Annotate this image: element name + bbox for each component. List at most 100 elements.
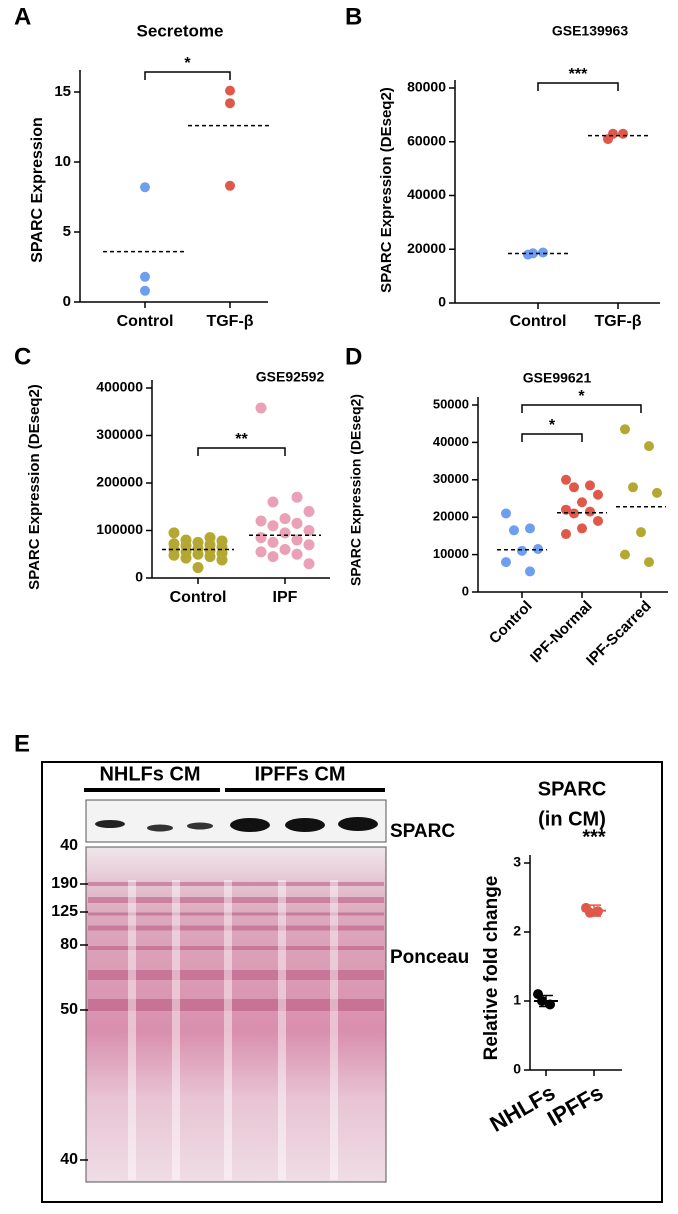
significance-bracket: [197, 447, 286, 456]
data-point: [628, 482, 638, 493]
lane-group-label: IPFFs CM: [254, 763, 345, 785]
data-point: [267, 551, 279, 563]
y-tick-label: 300000: [96, 426, 143, 442]
y-axis-label: SPARC Expression (DEseq2): [348, 394, 364, 586]
data-point: [561, 474, 571, 485]
y-tick-label: 15: [54, 83, 71, 100]
y-tick-label: 200000: [96, 474, 143, 490]
significance-bracket: [521, 433, 583, 442]
data-point: [585, 506, 595, 517]
y-tick-label: 40000: [433, 434, 469, 449]
x-tick-label: IPF: [273, 589, 298, 606]
data-point: [501, 557, 511, 568]
mw-marker: 40: [60, 1151, 78, 1168]
band: [285, 818, 325, 832]
data-point: [279, 544, 291, 555]
y-tick-label: 0: [63, 293, 71, 310]
panel-letter: C: [14, 343, 31, 370]
stain-label: Ponceau: [390, 947, 469, 968]
data-point: [140, 182, 150, 193]
mw-marker: 190: [51, 875, 78, 892]
data-point: [216, 554, 228, 566]
data-point: [561, 504, 571, 515]
data-point: [618, 128, 628, 139]
y-tick-label: 0: [513, 1061, 521, 1077]
data-point: [291, 491, 303, 503]
data-point: [255, 532, 267, 544]
data-point: [180, 552, 192, 564]
y-tick-label: 10: [54, 153, 71, 170]
y-tick-label: 30000: [433, 471, 469, 486]
significance-label: *: [578, 388, 585, 405]
data-point: [644, 557, 654, 568]
data-point: [509, 525, 519, 536]
data-point: [620, 424, 630, 435]
data-point: [303, 558, 315, 570]
data-point: [267, 536, 279, 548]
data-point: [204, 551, 216, 563]
y-tick-label: 100000: [96, 521, 143, 537]
data-point: [225, 180, 235, 191]
band-label: SPARC: [390, 821, 455, 842]
panel-letter: B: [345, 3, 362, 30]
y-tick-label: 60000: [407, 132, 446, 148]
mw-marker: 80: [60, 936, 78, 953]
x-tick-label: Control: [117, 313, 174, 330]
y-tick-label: 5: [63, 223, 71, 240]
y-tick-label: 1: [513, 992, 521, 1008]
y-tick-label: 0: [462, 583, 469, 598]
chart-title: (in CM): [538, 808, 606, 830]
data-point: [267, 496, 279, 508]
ponceau-bands: [88, 882, 384, 1011]
panel-letter: D: [345, 343, 362, 370]
data-point: [168, 527, 180, 539]
data-point: [291, 517, 303, 529]
data-point: [225, 98, 235, 109]
x-tick-label: IPFFs: [543, 1080, 607, 1132]
y-axis-label: SPARC Expression: [29, 117, 46, 263]
y-tick-label: 10000: [433, 546, 469, 561]
y-tick-label: 2: [513, 923, 521, 939]
chart-title: SPARC: [538, 778, 607, 800]
significance-label: ***: [569, 66, 588, 83]
data-point: [291, 534, 303, 546]
data-point: [140, 285, 150, 296]
data-point: [577, 523, 587, 534]
data-point: [561, 529, 571, 540]
data-point: [569, 482, 579, 493]
y-tick-label: 20000: [433, 509, 469, 524]
data-point: [291, 548, 303, 560]
lane-gaps: [128, 880, 338, 1180]
y-tick-label: 80000: [407, 79, 446, 95]
data-point: [279, 527, 291, 539]
y-axis-label: SPARC Expression (DEseq2): [26, 384, 43, 590]
data-point: [577, 497, 587, 508]
band: [95, 820, 125, 828]
data-point: [168, 549, 180, 561]
y-tick-label: 3: [513, 854, 521, 870]
data-point: [501, 508, 511, 519]
data-point: [255, 546, 267, 558]
x-tick-label: Control: [170, 589, 227, 606]
data-point: [652, 487, 662, 498]
data-point: [255, 515, 267, 527]
x-tick-label: TGF-β: [206, 313, 253, 330]
data-point: [636, 527, 646, 538]
significance-label: **: [235, 431, 248, 448]
data-point: [303, 525, 315, 536]
significance-label: ***: [582, 826, 606, 848]
data-point: [303, 539, 315, 551]
y-tick-label: 50000: [433, 396, 469, 411]
x-tick-label: Control: [510, 313, 567, 330]
y-tick-label: 400000: [96, 379, 143, 395]
chart-title: GSE92592: [256, 369, 325, 385]
chart-title: GSE99621: [523, 370, 592, 386]
data-point: [192, 562, 204, 574]
mw-marker: 125: [51, 903, 78, 920]
panel-e-frame: [41, 761, 663, 1203]
significance-bracket: [537, 82, 619, 91]
chart-title: Secretome: [137, 21, 224, 40]
x-tick-label: Control: [486, 598, 536, 648]
band: [230, 818, 270, 832]
band: [187, 822, 213, 830]
